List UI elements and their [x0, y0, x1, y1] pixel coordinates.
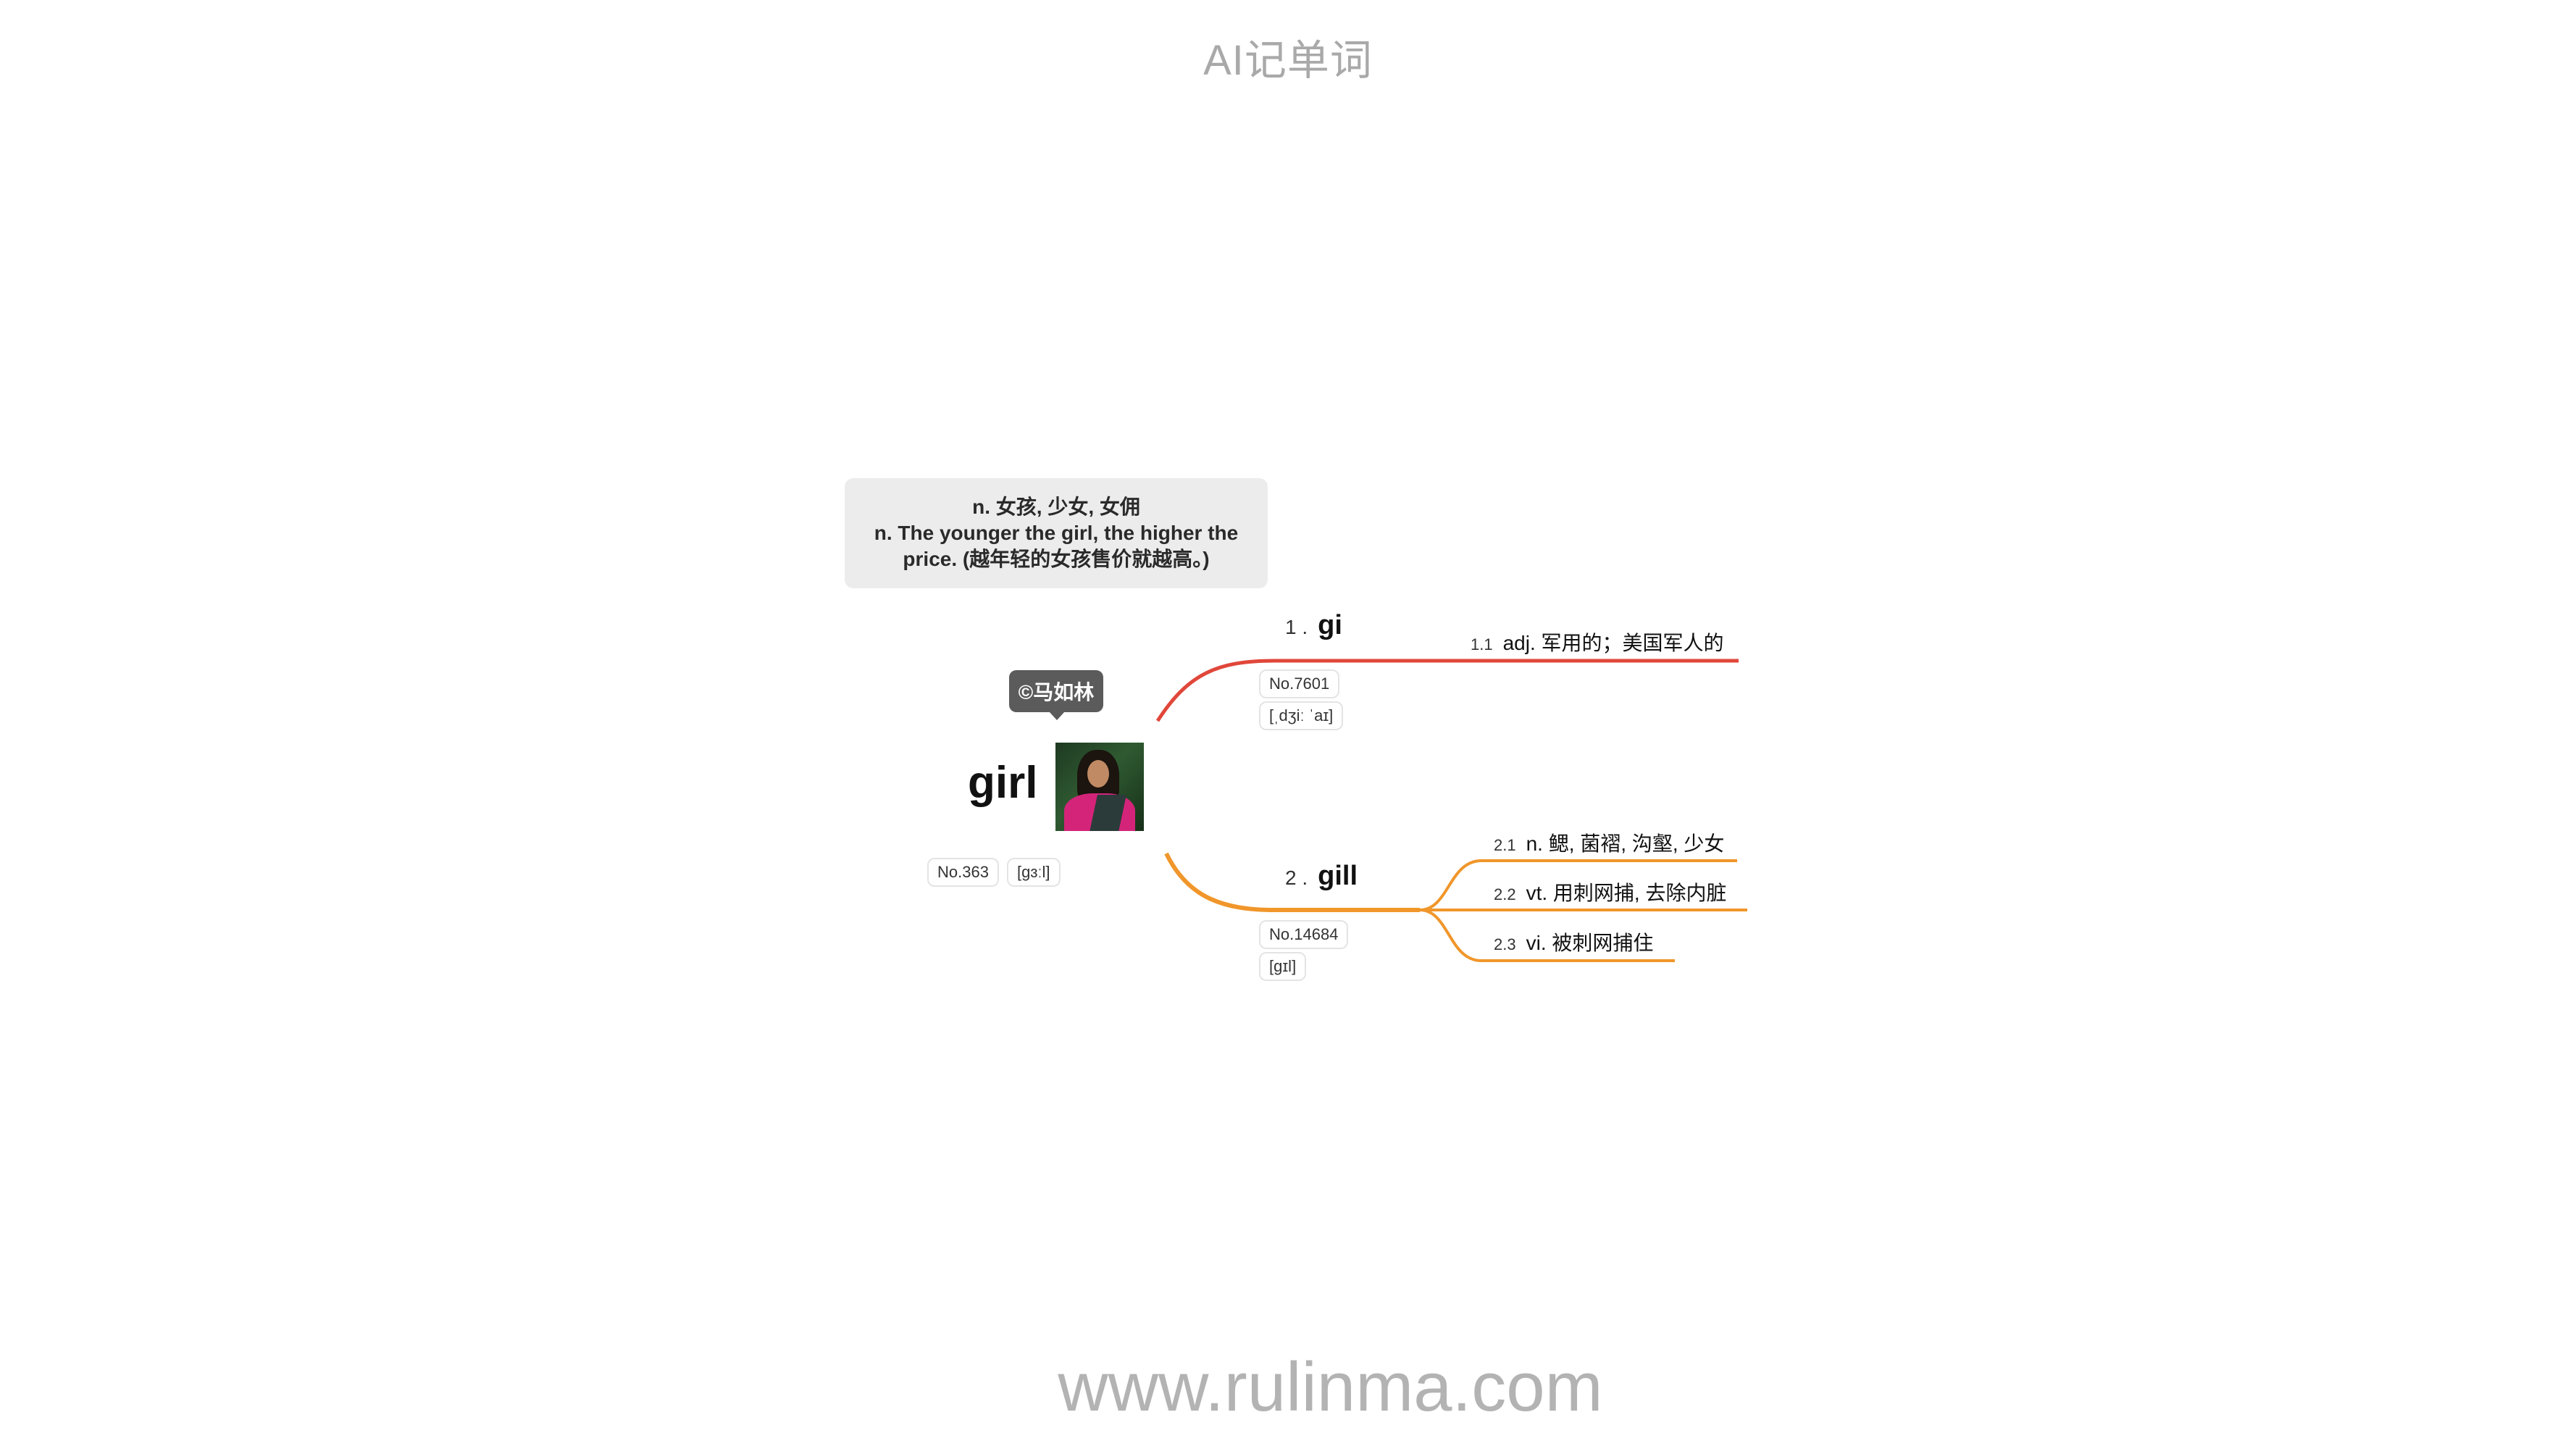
root-word[interactable]: girl	[968, 758, 1038, 808]
sense-2-2[interactable]: 2.2 vt. 用刺网捕, 去除内脏	[1494, 877, 1727, 906]
sense-2-2-index: 2.2	[1494, 885, 1516, 903]
branch-2-node[interactable]: 2 . gill	[1285, 861, 1358, 892]
sense-2-1-connector	[1419, 859, 1737, 911]
sense-2-3-index: 2.3	[1494, 935, 1516, 953]
branch-1-number-badge: No.7601	[1259, 669, 1340, 698]
footer-url: www.rulinma.com	[1058, 1348, 1603, 1426]
sense-2-1-text: n. 鳃, 菌褶, 沟壑, 少女	[1526, 832, 1725, 855]
sense-1-1-text: adj. 军用的；美国军人的	[1502, 632, 1724, 654]
note-line-1: n. 女孩, 少女, 女佣	[972, 496, 1140, 518]
sense-2-3-connector	[1419, 909, 1675, 962]
sense-2-1-index: 2.1	[1494, 836, 1516, 854]
sense-2-2-text: vt. 用刺网捕, 去除内脏	[1526, 882, 1727, 904]
sense-2-1[interactable]: 2.1 n. 鳃, 菌褶, 沟壑, 少女	[1494, 828, 1724, 857]
root-phonetic-badge: [gɜːl]	[1007, 858, 1061, 887]
root-number-badge: No.363	[927, 858, 999, 887]
credit-tag-pointer	[1049, 711, 1065, 720]
branch-2-connector	[1164, 852, 1420, 912]
branch-1-index: 1 .	[1285, 616, 1308, 638]
branch-1-phonetic-badge: [ˌdʒiː ˈaɪ]	[1259, 701, 1344, 730]
credit-tag: ©马如林	[1009, 670, 1103, 712]
branch-1-connector	[1155, 659, 1739, 722]
sense-2-3-text: vi. 被刺网捕住	[1526, 932, 1654, 954]
sense-2-3[interactable]: 2.3 vi. 被刺网捕住	[1494, 927, 1653, 956]
definition-note: n. 女孩, 少女, 女佣 n. The younger the girl, t…	[845, 478, 1268, 588]
app-title: AI记单词	[1203, 37, 1373, 84]
note-line-2: n. The younger the girl, the higher the	[874, 522, 1239, 544]
branch-2-number-badge: No.14684	[1259, 920, 1349, 949]
sense-1-1[interactable]: 1.1 adj. 军用的；美国军人的	[1471, 627, 1724, 656]
branch-1-word: gi	[1318, 610, 1342, 640]
sense-1-1-index: 1.1	[1471, 635, 1493, 653]
branch-2-word: gill	[1318, 861, 1358, 891]
girl-photo	[1055, 743, 1144, 831]
branch-2-phonetic-badge: [gɪl]	[1259, 952, 1307, 981]
note-line-3: price. (越年轻的女孩售价就越高。)	[903, 548, 1210, 570]
branch-1-node[interactable]: 1 . gi	[1285, 610, 1342, 641]
branch-2-index: 2 .	[1285, 867, 1308, 889]
